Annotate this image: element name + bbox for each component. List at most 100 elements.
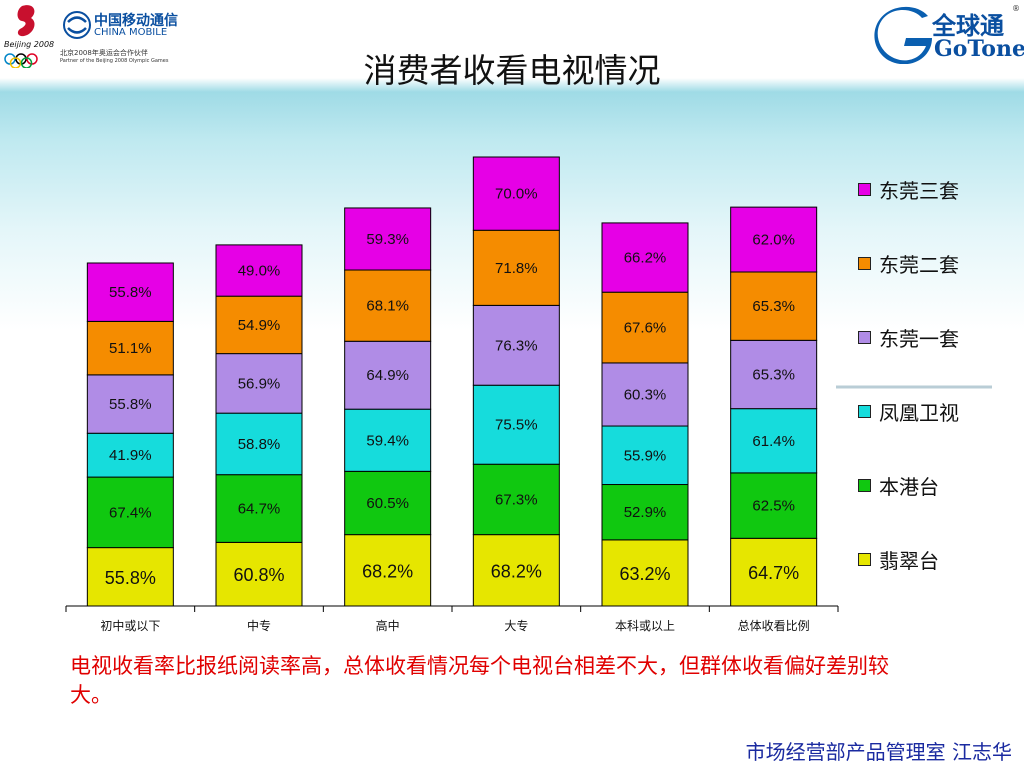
data-label-1-cat-3: 68.2% [362, 561, 413, 581]
data-label-2-cat-6: 62.5% [752, 498, 795, 515]
bar-segment-1-cat-1 [86, 547, 174, 607]
data-label-3-cat-3: 59.4% [366, 432, 409, 449]
data-label-1-cat-4: 68.2% [491, 561, 542, 581]
legend-swatch [858, 256, 871, 270]
bar-segment-2-cat-1 [86, 476, 174, 549]
bar-segment-4-cat-4 [472, 304, 560, 386]
china-mobile-logo: 中国移动通信 CHINA MOBILE 北京2008年奥运会合作伙伴 Partn… [60, 8, 190, 68]
data-label-5-cat-1: 51.1% [109, 340, 152, 357]
legend-item-1: 东莞三套 [858, 176, 959, 203]
slide-title: 消费者收看电视情况 [363, 51, 661, 90]
bar-segment-2-cat-5 [601, 484, 689, 541]
legend-swatch [858, 404, 871, 418]
bar-segment-2-cat-2 [215, 474, 303, 543]
bar-segment-1-cat-3 [344, 534, 432, 607]
gotone-name-cn: 全球通 [932, 12, 1004, 40]
gotone-logo: 全球通 GoTone ® [872, 4, 1024, 64]
header-bar [0, 0, 1024, 78]
olympic-logo-text: Beijing 2008 [4, 40, 55, 49]
data-label-3-cat-5: 55.9% [624, 447, 667, 464]
data-label-2-cat-4: 67.3% [495, 491, 538, 508]
data-label-6-cat-1: 55.8% [109, 284, 152, 301]
bar-segment-3-cat-4 [472, 384, 560, 465]
x-tick-label-6: 总体收看比例 [738, 619, 810, 633]
data-label-5-cat-5: 67.6% [624, 320, 667, 337]
bar-segment-6-cat-1 [86, 262, 174, 322]
bar-segment-6-cat-3 [344, 207, 432, 271]
data-label-6-cat-5: 66.2% [624, 250, 667, 267]
data-label-5-cat-2: 54.9% [238, 317, 281, 334]
bar-segment-6-cat-5 [601, 222, 689, 293]
china-mobile-name-cn: 中国移动通信 [94, 13, 178, 29]
data-label-4-cat-3: 64.9% [366, 367, 409, 384]
bar-segment-3-cat-3 [344, 408, 432, 472]
legend-label: 东莞一套 [879, 326, 959, 351]
x-tick-label-5: 本科或以上 [615, 619, 675, 633]
legend-label: 本港台 [879, 474, 939, 499]
legend-item-3: 东莞一套 [858, 324, 959, 351]
data-label-3-cat-1: 41.9% [109, 447, 152, 464]
data-label-1-cat-6: 64.7% [748, 563, 799, 583]
bar-segment-5-cat-3 [344, 269, 432, 342]
data-label-6-cat-4: 70.0% [495, 186, 538, 203]
data-label-2-cat-3: 60.5% [366, 495, 409, 512]
x-tick-label-2: 中专 [247, 618, 271, 633]
x-axis-ticks [65, 606, 839, 612]
bar-segment-2-cat-3 [344, 470, 432, 536]
data-label-4-cat-1: 55.8% [109, 396, 152, 413]
legend-swatch [858, 552, 871, 566]
data-label-4-cat-4: 76.3% [495, 337, 538, 354]
legend-label: 凤凰卫视 [879, 400, 959, 425]
legend-item-4: 凤凰卫视 [858, 398, 959, 425]
bar-segment-4-cat-2 [215, 353, 303, 414]
bar-segment-5-cat-5 [601, 291, 689, 364]
bar-segment-4-cat-1 [86, 374, 174, 434]
data-label-4-cat-2: 56.9% [238, 375, 281, 392]
data-label-6-cat-6: 62.0% [752, 232, 795, 249]
data-label-6-cat-3: 59.3% [366, 231, 409, 248]
bar-segment-3-cat-2 [215, 412, 303, 476]
legend-swatch [858, 478, 871, 492]
x-tick-label-1: 初中或以下 [100, 618, 160, 633]
legend-item-5: 本港台 [858, 472, 939, 499]
x-axis-tick-labels: 初中或以下 中专 高中 大专 本科或以上 总体收看比例 [100, 618, 809, 633]
data-label-1-cat-2: 60.8% [233, 565, 284, 585]
registered-mark-icon: ® [1012, 4, 1020, 13]
bar-segment-5-cat-1 [86, 320, 174, 376]
data-label-1-cat-1: 55.8% [105, 568, 156, 588]
data-label-4-cat-5: 60.3% [624, 386, 667, 403]
data-label-2-cat-5: 52.9% [624, 504, 667, 521]
bar-segment-5-cat-4 [472, 229, 560, 306]
slide-footer: 市场经营部产品管理室 江志华 [745, 740, 1012, 764]
partner-text-en: Partner of the Beijing 2008 Olympic Game… [60, 58, 169, 64]
x-tick-label-4: 大专 [504, 618, 528, 633]
bar-segment-5-cat-6 [730, 271, 818, 341]
legend-swatch [858, 182, 871, 196]
bar-segment-5-cat-2 [215, 295, 303, 355]
legend-label: 东莞三套 [879, 178, 959, 203]
chart-bars: 55.8% 67.4% 41.9% 55.8% 51.1% 55.8% 60.8% 64.7%… [86, 156, 818, 607]
data-label-1-cat-5: 63.2% [619, 564, 670, 584]
bar-segment-6-cat-6 [730, 206, 818, 273]
china-mobile-icon [63, 11, 91, 39]
data-label-2-cat-1: 67.4% [109, 504, 152, 521]
bar-segment-4-cat-6 [730, 339, 818, 410]
data-label-2-cat-2: 64.7% [238, 501, 281, 518]
legend-label: 翡翠台 [879, 548, 939, 573]
partner-text-cn: 北京2008年奥运会合作伙伴 [60, 49, 148, 57]
data-label-3-cat-2: 58.8% [238, 436, 281, 453]
bar-segment-6-cat-2 [215, 244, 303, 297]
data-label-4-cat-6: 65.3% [752, 366, 795, 383]
data-label-6-cat-2: 49.0% [238, 263, 281, 280]
bar-segment-1-cat-6 [730, 537, 818, 607]
bar-segment-2-cat-6 [730, 472, 818, 539]
slide-caption: 电视收看率比报纸阅读率高，总体收看情况每个电视台相差不大，但群体收看偏好差别较大… [70, 654, 889, 707]
legend-swatch [858, 330, 871, 344]
china-mobile-name-en: CHINA MOBILE [94, 27, 168, 38]
data-label-3-cat-6: 61.4% [752, 433, 795, 450]
data-label-5-cat-3: 68.1% [366, 298, 409, 315]
gotone-name-en: GoTone [934, 36, 1024, 62]
legend-item-2: 东莞二套 [858, 250, 959, 277]
x-tick-label-3: 高中 [376, 618, 400, 633]
